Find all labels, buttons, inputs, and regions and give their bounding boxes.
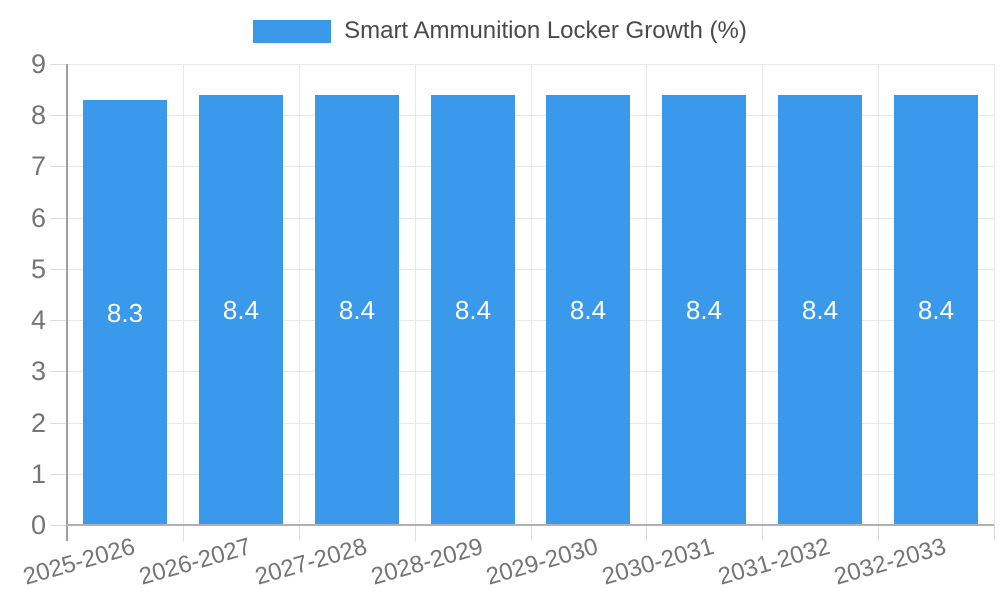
x-tick [994, 525, 995, 541]
x-tick [878, 525, 879, 541]
x-tick [646, 525, 647, 541]
x-tick [531, 525, 532, 541]
bar-value-label: 8.4 [454, 295, 492, 325]
y-tick [50, 423, 67, 424]
x-tick [183, 525, 184, 541]
y-tick [50, 474, 67, 475]
bar-value-label: 8.4 [338, 295, 376, 325]
legend-label: Smart Ammunition Locker Growth (%) [344, 17, 747, 44]
x-tick-label: 2025-2026 [20, 533, 139, 591]
legend-swatch-icon [253, 19, 332, 43]
h-gridline [67, 64, 994, 65]
legend[interactable]: Smart Ammunition Locker Growth (%) [0, 17, 1000, 45]
y-tick-label: 4 [30, 305, 46, 335]
y-tick-label: 2 [30, 408, 46, 438]
bar[interactable] [431, 95, 515, 525]
bar-value-label: 8.4 [222, 295, 260, 325]
x-tick-label: 2027-2028 [252, 533, 371, 591]
x-tick [415, 525, 416, 541]
v-gridline [878, 64, 879, 525]
v-gridline [183, 64, 184, 525]
y-tick [50, 320, 67, 321]
h-gridline [67, 166, 994, 167]
h-gridline [67, 423, 994, 424]
y-axis-line [66, 64, 68, 541]
y-tick [50, 269, 67, 270]
y-tick [50, 371, 67, 372]
bar[interactable] [199, 95, 283, 525]
h-gridline [67, 320, 994, 321]
bar-value-label: 8.4 [917, 295, 955, 325]
y-tick-label: 7 [30, 151, 46, 181]
h-gridline [67, 371, 994, 372]
x-tick-label: 2026-2027 [136, 533, 255, 591]
h-gridline [67, 115, 994, 116]
x-tick-label: 2031-2032 [715, 533, 834, 591]
bar[interactable] [778, 95, 862, 525]
y-tick [50, 166, 67, 167]
bar-value-label: 8.3 [106, 298, 144, 328]
bar-value-label: 8.4 [685, 295, 723, 325]
y-tick-label: 9 [30, 49, 46, 79]
y-tick-label: 3 [30, 356, 46, 386]
bar-value-label: 8.4 [801, 295, 839, 325]
x-tick-label: 2030-2031 [599, 533, 718, 591]
bar[interactable] [546, 95, 630, 525]
y-tick [50, 218, 67, 219]
v-gridline [531, 64, 532, 525]
v-gridline [415, 64, 416, 525]
h-gridline [67, 474, 994, 475]
bar[interactable] [83, 100, 167, 525]
bar[interactable] [315, 95, 399, 525]
h-gridline [67, 218, 994, 219]
y-tick [50, 115, 67, 116]
v-gridline [299, 64, 300, 525]
x-tick [762, 525, 763, 541]
y-tick-label: 5 [30, 254, 46, 284]
x-tick [299, 525, 300, 541]
y-tick-label: 6 [30, 203, 46, 233]
y-tick-label: 1 [30, 459, 46, 489]
v-gridline [762, 64, 763, 525]
bar[interactable] [894, 95, 978, 525]
h-gridline [67, 269, 994, 270]
bar-value-label: 8.4 [569, 295, 607, 325]
x-tick-label: 2028-2029 [368, 533, 487, 591]
x-tick-label: 2032-2033 [831, 533, 950, 591]
bar[interactable] [662, 95, 746, 525]
y-tick [50, 525, 67, 526]
y-tick-label: 8 [30, 100, 46, 130]
x-tick-label: 2029-2030 [483, 533, 602, 591]
y-tick-label: 0 [30, 510, 46, 540]
v-gridline [646, 64, 647, 525]
x-axis-line [66, 524, 994, 526]
v-gridline [994, 64, 995, 525]
y-tick [50, 64, 67, 65]
